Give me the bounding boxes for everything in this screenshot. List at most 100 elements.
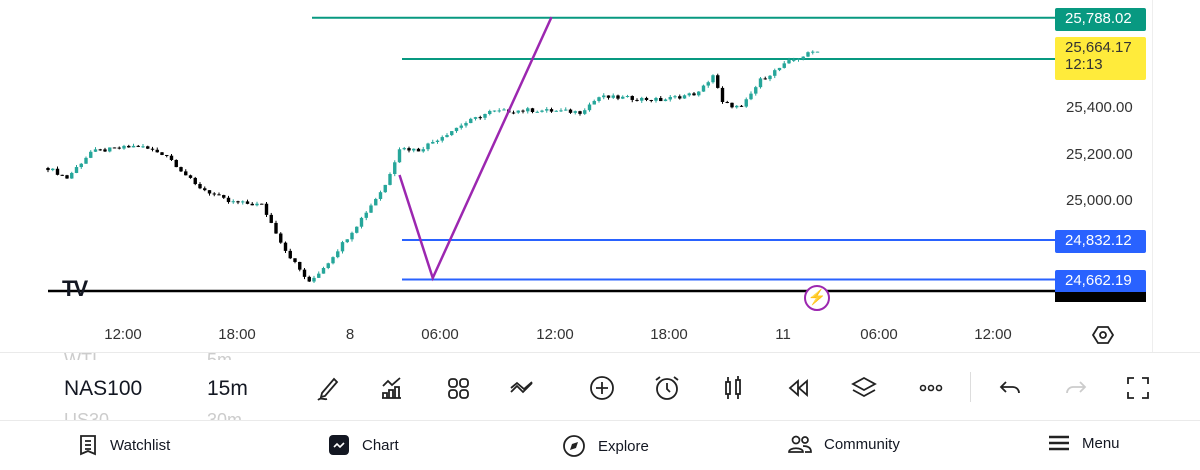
candles-icon [725, 376, 741, 399]
candle-body [46, 167, 50, 171]
candle-body [488, 110, 492, 114]
replay-button[interactable] [783, 374, 813, 402]
candle-body [245, 201, 250, 204]
compare-icon [510, 381, 533, 394]
layers-button[interactable] [849, 374, 879, 402]
candle-body [511, 112, 516, 114]
symbol-current[interactable]: NAS100 [64, 377, 143, 400]
candle-body [98, 149, 102, 151]
candle-body [288, 250, 292, 259]
candle-body [231, 201, 235, 203]
nav-explore[interactable]: Explore [562, 434, 649, 458]
candle-body [701, 85, 706, 92]
symbol-prev[interactable]: WTI [64, 350, 97, 360]
candle-body [668, 96, 672, 100]
settings-icon[interactable] [1091, 324, 1115, 351]
indicators-button[interactable] [377, 374, 407, 402]
candle-body [279, 233, 283, 243]
tradingview-logo: TV [62, 276, 88, 301]
candle-body [621, 96, 625, 99]
nav-watchlist[interactable]: Watchlist [78, 434, 170, 456]
candles-button[interactable] [718, 374, 748, 402]
candle-body [122, 145, 126, 149]
candle-body [393, 162, 397, 175]
add-button[interactable] [587, 374, 617, 402]
candle-body [815, 51, 820, 53]
line-label-24832: 24,832.12 [1055, 230, 1146, 253]
candle-body [60, 174, 64, 176]
candle-body [378, 192, 383, 200]
redo-button[interactable] [1061, 374, 1091, 402]
candle-body [345, 239, 349, 243]
candle-body [359, 217, 364, 227]
fullscreen-button[interactable] [1123, 374, 1153, 402]
candle-body [687, 93, 691, 96]
candle-body [777, 67, 782, 71]
price-chart[interactable] [0, 0, 1152, 352]
candle-body [692, 93, 696, 96]
candle-body [236, 201, 240, 203]
candle-body [796, 58, 801, 60]
candle-body [483, 113, 487, 118]
candle-body [355, 226, 359, 233]
layouts-icon [448, 378, 469, 399]
candle-body [502, 109, 506, 111]
nav-community[interactable]: Community [788, 434, 900, 454]
candle-body [435, 140, 440, 142]
candle-body [616, 95, 620, 99]
candle-body [93, 149, 98, 152]
candle-body [602, 95, 606, 98]
candle-body [763, 78, 767, 80]
candle-body [592, 100, 596, 105]
candle-body [469, 118, 473, 124]
candle-body [416, 148, 421, 152]
more-button[interactable] [916, 374, 946, 402]
undo-button[interactable] [995, 374, 1025, 402]
drawing-path [398, 16, 553, 282]
candle-body [749, 93, 753, 100]
candle-body [459, 125, 463, 128]
candle-body [317, 273, 321, 278]
interval-prev[interactable]: 5m [207, 350, 233, 360]
candle-body [792, 59, 796, 61]
candle-body [583, 110, 587, 114]
candle-body [597, 97, 601, 101]
candle-body [326, 263, 330, 269]
candle-body [84, 157, 88, 164]
candle-body [89, 151, 93, 158]
nav-menu[interactable]: Menu [1048, 434, 1120, 452]
symbol-picker[interactable]: WTI NAS100 US30 [64, 350, 142, 420]
candle-body [293, 258, 297, 262]
chart-icon [329, 435, 349, 455]
candle-body [298, 261, 302, 270]
nav-chart[interactable]: Chart [328, 434, 399, 456]
bar-countdown: 12:13 [1065, 56, 1103, 73]
candle-body [136, 145, 140, 147]
lightning-icon[interactable]: ⚡ [804, 285, 830, 311]
candle-body [150, 148, 155, 150]
candle-body [383, 184, 387, 193]
compare-button[interactable] [507, 374, 537, 402]
layouts-button[interactable] [443, 374, 473, 402]
symbol-next[interactable]: US30 [64, 410, 110, 420]
candle-body [497, 110, 501, 112]
divider [0, 420, 1200, 421]
candle-body [587, 104, 592, 111]
indicators-icon [382, 377, 401, 399]
alarm-button[interactable] [652, 374, 682, 402]
interval-next[interactable]: 30m [207, 410, 243, 420]
candle-body [530, 108, 535, 113]
candle-body [492, 110, 497, 112]
candle-body [264, 203, 269, 215]
candle-body [364, 212, 368, 218]
candle-body [673, 96, 677, 98]
candle-body [711, 75, 715, 83]
interval-current[interactable]: 15m [207, 377, 248, 400]
candle-body [188, 175, 193, 178]
candle-body [155, 149, 159, 153]
pencil-button[interactable] [313, 374, 343, 402]
time-tick: 06:00 [421, 326, 459, 343]
candle-body [758, 78, 763, 88]
interval-picker[interactable]: 5m 15m 30m [207, 350, 248, 420]
candle-body [146, 146, 150, 149]
